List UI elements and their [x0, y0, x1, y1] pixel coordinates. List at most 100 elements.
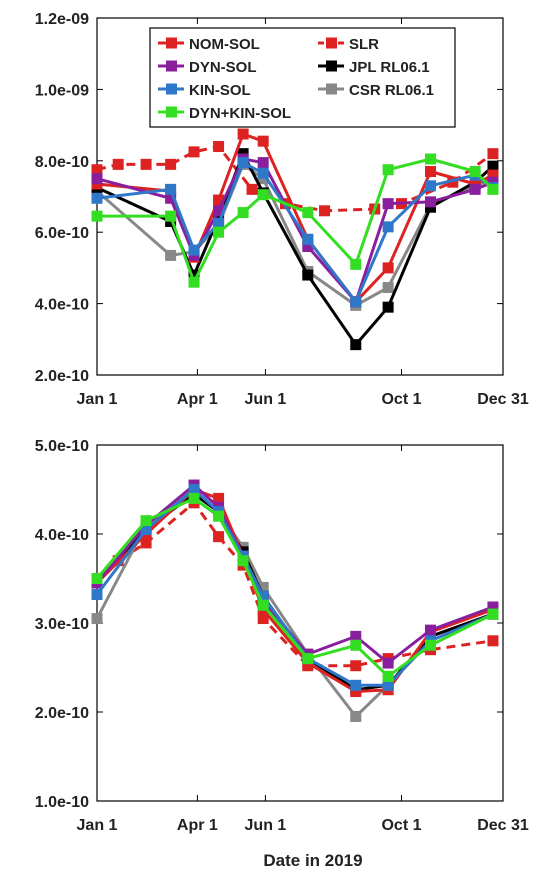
x-axis-title: Date in 2019	[263, 851, 362, 870]
data-point	[382, 679, 394, 691]
data-point	[165, 249, 177, 261]
data-point	[213, 141, 225, 153]
x-tick-label: Jun 1	[245, 817, 287, 834]
data-point	[425, 624, 436, 636]
series-dyn-kin-sol	[91, 492, 499, 682]
data-point	[425, 153, 436, 165]
y-tick-label: 5.0e-10	[35, 438, 89, 455]
data-point	[213, 492, 225, 504]
data-point	[91, 573, 103, 584]
data-point	[350, 296, 362, 308]
series-kin-sol	[91, 484, 499, 691]
data-point	[213, 531, 225, 543]
legend-marker	[166, 60, 177, 72]
y-tick-label: 6.0e-10	[35, 225, 89, 242]
data-point	[91, 589, 103, 601]
legend-entry-jpl-rl06-1: JPL RL06.1	[318, 59, 430, 76]
data-point	[188, 244, 200, 256]
series-line-dyn-kin-sol	[97, 157, 495, 284]
legend-marker	[166, 37, 177, 49]
legend-label: KIN-SOL	[189, 82, 251, 99]
data-point	[350, 339, 362, 351]
data-point	[382, 164, 394, 176]
legend-marker	[326, 60, 337, 72]
data-point	[319, 205, 331, 217]
legend-entry-slr: SLR	[318, 36, 379, 53]
data-point	[350, 686, 362, 698]
legend-entry-nom-sol: NOM-SOL	[158, 36, 260, 53]
data-point	[140, 524, 152, 536]
data-point	[91, 210, 103, 222]
data-point	[237, 555, 249, 567]
data-point	[188, 276, 200, 288]
data-point	[302, 207, 314, 219]
y-tick-label: 1.2e-09	[35, 11, 89, 28]
legend-entry-csr-rl06-1: CSR RL06.1	[318, 82, 434, 99]
top-panel: 2.0e-10 4.0e-10 6.0e-10 8.0e-10 1.0e-09 1.2e-…	[35, 11, 529, 408]
data-point	[257, 167, 269, 179]
data-point	[140, 537, 152, 549]
data-point	[91, 173, 103, 185]
data-point	[302, 269, 314, 281]
data-point	[425, 196, 436, 208]
series-nom-sol	[91, 484, 499, 698]
x-tick-label: Oct 1	[381, 391, 421, 408]
legend-marker	[326, 83, 337, 95]
data-point	[213, 217, 225, 229]
data-point	[140, 515, 152, 527]
data-point	[165, 158, 177, 170]
data-point	[237, 207, 249, 219]
data-point	[447, 176, 459, 188]
data-point	[425, 639, 436, 651]
data-point	[237, 157, 249, 169]
data-point	[382, 221, 394, 233]
data-point	[257, 157, 269, 169]
x-tick-label: Jan 1	[77, 391, 118, 408]
data-point	[213, 226, 225, 238]
legend-entry-dyn-kin-sol: DYN+KIN-SOL	[158, 105, 291, 122]
data-point	[350, 639, 362, 651]
legend-marker	[166, 106, 177, 118]
series-line-kin-sol	[96, 161, 494, 304]
data-point	[469, 183, 481, 195]
data-point	[302, 233, 314, 245]
data-point	[257, 590, 269, 602]
data-point	[140, 158, 152, 170]
data-point	[382, 262, 394, 274]
data-point	[469, 166, 481, 178]
data-point	[382, 282, 394, 294]
data-point	[165, 192, 177, 204]
legend: NOM-SOL SLR DYN-SOL JPL RL06.1 KIN-SOL CSR RL…	[149, 27, 456, 128]
data-point	[188, 484, 200, 495]
data-point	[91, 613, 103, 625]
legend-label: DYN-SOL	[189, 59, 257, 76]
legend-marker	[166, 83, 177, 95]
data-point	[257, 135, 269, 147]
legend-entry-kin-sol: KIN-SOL	[158, 82, 251, 99]
plot-frame	[96, 444, 504, 802]
legend-label: CSR RL06.1	[349, 82, 434, 99]
data-point	[350, 630, 362, 642]
y-tick-label: 3.0e-10	[35, 616, 89, 633]
y-tick-label: 1.0e-10	[35, 794, 89, 811]
data-point	[213, 205, 225, 217]
legend-marker	[326, 37, 337, 49]
x-tick-label: Jan 1	[77, 817, 118, 834]
x-tick-label: Jun 1	[245, 391, 287, 408]
data-point	[487, 183, 499, 195]
data-point	[382, 301, 394, 313]
data-point	[382, 657, 394, 669]
series-kin-sol	[91, 157, 499, 308]
data-point	[425, 166, 436, 178]
data-point	[487, 160, 499, 172]
y-tick-label: 8.0e-10	[35, 154, 89, 171]
x-tick-label: Apr 1	[177, 391, 218, 408]
data-point	[213, 194, 225, 206]
data-point	[350, 660, 362, 672]
data-point	[302, 240, 314, 252]
data-point	[257, 613, 269, 625]
x-tick-label: Oct 1	[381, 817, 421, 834]
data-point	[425, 180, 436, 192]
